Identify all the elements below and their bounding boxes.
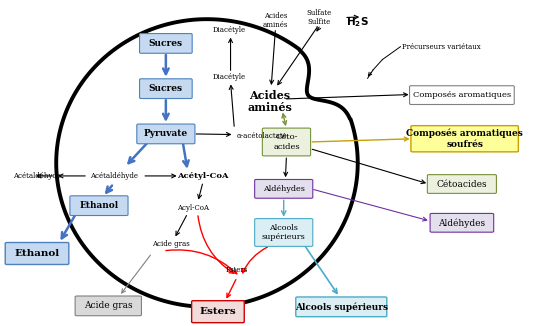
Text: Diacétyle: Diacétyle	[212, 73, 245, 82]
FancyBboxPatch shape	[255, 219, 313, 246]
Text: Sucres: Sucres	[149, 84, 183, 93]
Text: Acétaldéhyde: Acétaldéhyde	[90, 172, 138, 180]
FancyBboxPatch shape	[139, 34, 192, 53]
Text: Esters: Esters	[226, 266, 249, 274]
Text: Pyruvate: Pyruvate	[144, 129, 188, 139]
FancyBboxPatch shape	[192, 301, 244, 323]
FancyBboxPatch shape	[428, 175, 496, 193]
FancyBboxPatch shape	[70, 196, 128, 215]
FancyBboxPatch shape	[262, 128, 311, 156]
FancyBboxPatch shape	[411, 126, 518, 152]
FancyBboxPatch shape	[255, 180, 313, 198]
Text: $\mathbf{H_2S}$: $\mathbf{H_2S}$	[346, 16, 369, 29]
Text: Ethanol: Ethanol	[14, 249, 60, 258]
Text: Acide gras: Acide gras	[84, 301, 133, 310]
Text: Céto-
acides: Céto- acides	[273, 133, 300, 151]
FancyBboxPatch shape	[75, 296, 142, 316]
Text: Cétoacides: Cétoacides	[436, 180, 487, 188]
Text: α-acétolactate: α-acétolactate	[237, 131, 288, 140]
FancyBboxPatch shape	[430, 214, 494, 232]
Text: Alcools supérieurs: Alcools supérieurs	[295, 302, 388, 312]
Text: Acyl-CoA: Acyl-CoA	[177, 204, 209, 212]
Text: Acétaldéhyde: Acétaldéhyde	[13, 172, 62, 180]
Text: Acétyl-CoA: Acétyl-CoA	[177, 172, 229, 180]
Text: Diacétyle: Diacétyle	[212, 26, 245, 35]
Text: Aldéhydes: Aldéhydes	[263, 185, 305, 193]
FancyBboxPatch shape	[137, 124, 195, 144]
Text: Esters: Esters	[199, 307, 236, 316]
FancyBboxPatch shape	[409, 86, 514, 105]
Text: Acides
aminés: Acides aminés	[263, 12, 288, 29]
Text: Précurseurs variétaux: Précurseurs variétaux	[402, 43, 480, 51]
Text: Composés aromatiques
soufrés: Composés aromatiques soufrés	[406, 129, 523, 149]
FancyBboxPatch shape	[139, 79, 192, 98]
Text: Acides
aminés: Acides aminés	[247, 90, 293, 113]
FancyBboxPatch shape	[296, 297, 387, 317]
Text: Sucres: Sucres	[149, 39, 183, 48]
Text: Ethanol: Ethanol	[79, 201, 118, 210]
Text: Acide gras: Acide gras	[153, 241, 190, 248]
Text: Aldéhydes: Aldéhydes	[439, 218, 485, 228]
FancyBboxPatch shape	[5, 243, 69, 264]
Text: Sulfate
Sulfite: Sulfate Sulfite	[307, 9, 332, 26]
Text: Composés aromatiques: Composés aromatiques	[413, 91, 511, 99]
Text: Alcools
supérieurs: Alcools supérieurs	[262, 224, 306, 241]
